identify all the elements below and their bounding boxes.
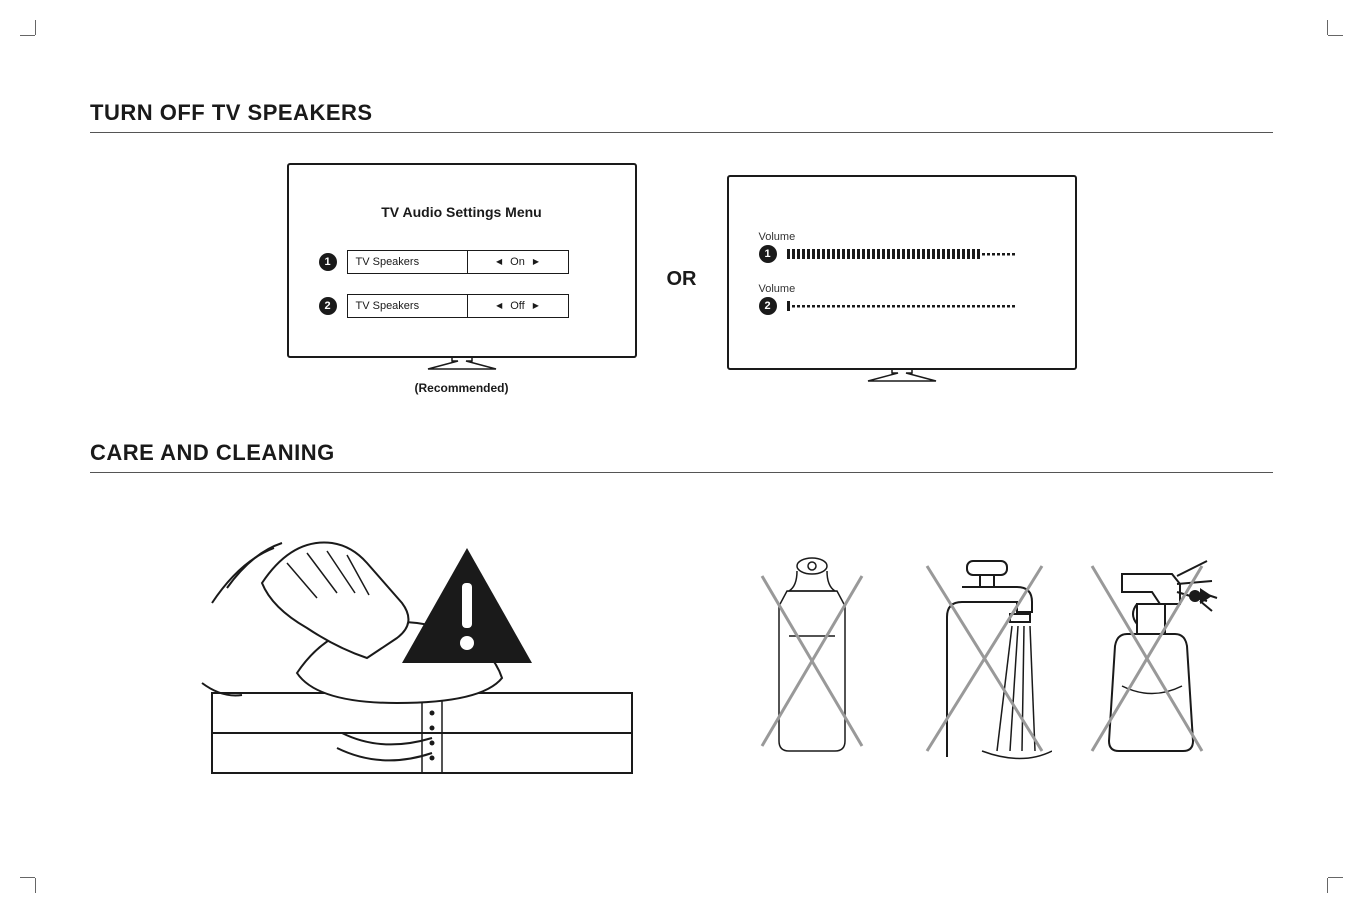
arrow-left-icon: ◀ [496,301,502,310]
field-value-2: ◀ Off ▶ [468,295,568,317]
volume-bar-2 [787,301,1017,311]
tv-stand [382,357,542,371]
arrow-right-icon: ▶ [533,257,539,266]
volume-label-1: Volume [759,231,1045,243]
field-pair-2: TV Speakers ◀ Off ▶ [347,294,569,318]
field-value-text-2: Off [510,300,524,312]
tv-menu-block: TV Audio Settings Menu 1 TV Speakers ◀ O… [287,163,637,395]
field-value-1: ◀ On ▶ [468,251,568,273]
badge-2: 2 [319,297,337,315]
volume-row-2: 2 [759,297,1045,315]
speakers-row: TV Audio Settings Menu 1 TV Speakers ◀ O… [90,163,1273,395]
section-title-care: CARE AND CLEANING [90,440,1273,473]
section-title-speakers: TURN OFF TV SPEAKERS [90,100,1273,133]
field-label-1: TV Speakers [348,251,468,273]
arrow-right-icon: ▶ [533,301,539,310]
volume-bar-1 [787,249,1017,259]
tv-menu-title: TV Audio Settings Menu [319,204,605,220]
spray-bottle-icon [1082,546,1222,766]
badge-1: 1 [319,253,337,271]
care-row [90,503,1273,808]
vol-badge-1: 1 [759,245,777,263]
menu-row-1: 1 TV Speakers ◀ On ▶ [319,250,605,274]
field-pair-1: TV Speakers ◀ On ▶ [347,250,569,274]
tv-volume-block: Volume 1 Volume 2 [727,175,1077,383]
soundbar-wipe-illustration [142,503,682,808]
tv-screen-menu: TV Audio Settings Menu 1 TV Speakers ◀ O… [287,163,637,358]
faucet-icon [912,546,1052,766]
tv-screen-volume: Volume 1 Volume 2 [727,175,1077,370]
recommended-label: (Recommended) [414,381,508,395]
tv-stand-2 [822,369,982,383]
menu-row-2: 2 TV Speakers ◀ Off ▶ [319,294,605,318]
prohibit-row [742,546,1222,766]
spray-can-icon [742,546,882,766]
field-label-2: TV Speakers [348,295,468,317]
volume-row-1: 1 [759,245,1045,263]
field-value-text-1: On [510,256,525,268]
vol-badge-2: 2 [759,297,777,315]
arrow-left-icon: ◀ [496,257,502,266]
or-label: OR [667,268,697,291]
volume-label-2: Volume [759,283,1045,295]
